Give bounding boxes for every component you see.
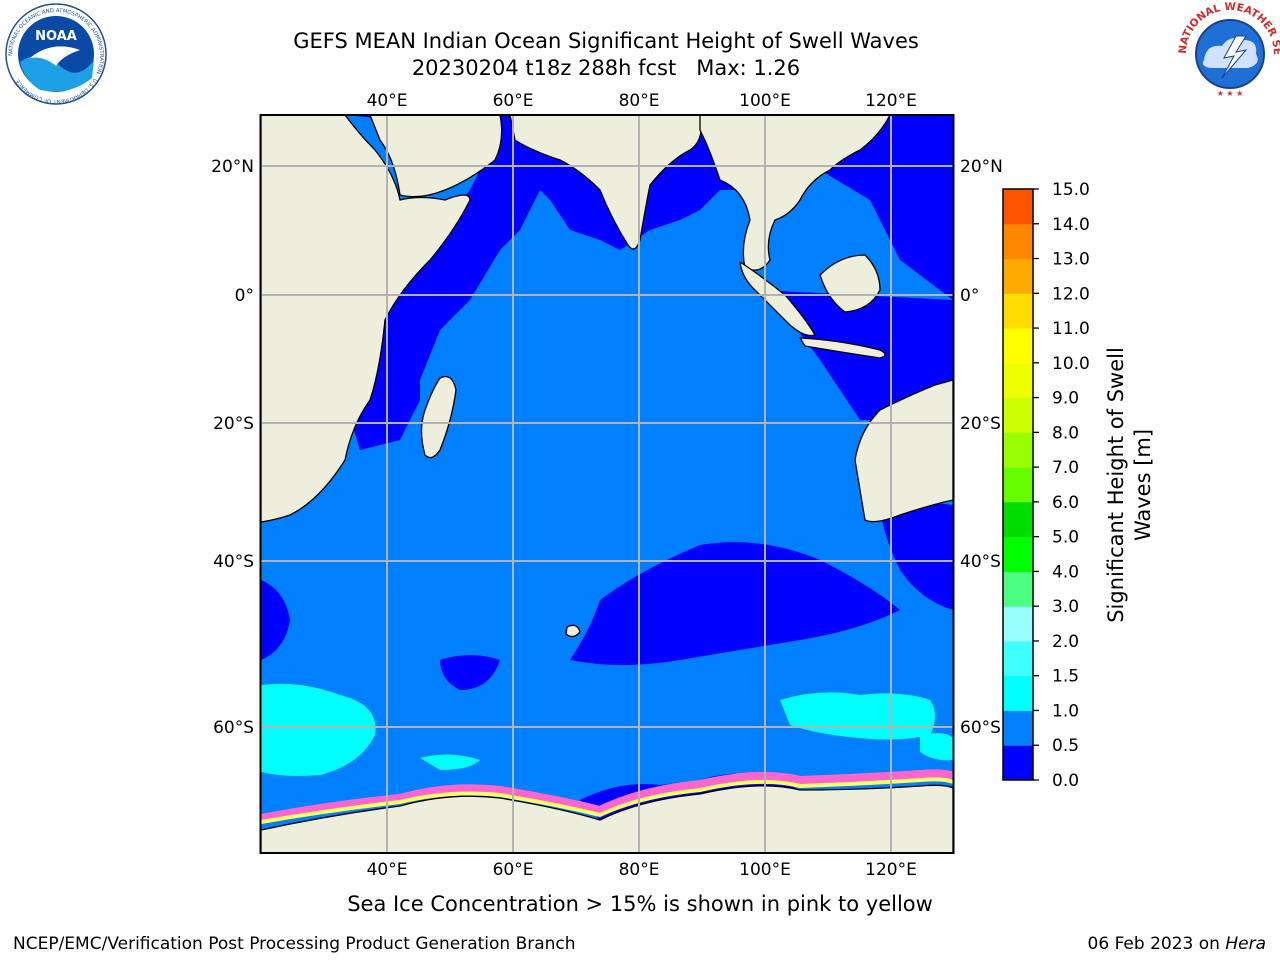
colorbar-swatch xyxy=(1003,710,1033,746)
land-arabia xyxy=(369,115,503,198)
colorbar-swatch xyxy=(1003,640,1033,677)
colorbar-swatch xyxy=(1003,397,1033,433)
map-title: GEFS MEAN Indian Ocean Significant Heigh… xyxy=(293,29,919,53)
colorbar-tick-label: 10.0 xyxy=(1052,354,1090,374)
land-java xyxy=(798,337,886,359)
colorbar-tick-label: 13.0 xyxy=(1052,250,1090,270)
map-area xyxy=(259,114,955,854)
lat-ticks-right: 20°N 0° 20°S 40°S 60°S xyxy=(960,157,1003,738)
land-antarctica xyxy=(261,784,953,853)
colorbar-swatch xyxy=(1003,467,1033,503)
land-masses xyxy=(261,115,953,853)
colorbar-swatch xyxy=(1003,293,1033,329)
colorbar-swatch xyxy=(1003,189,1033,225)
footer-date-text: 06 Feb 2023 on xyxy=(1088,934,1226,954)
tick-label: 60°S xyxy=(213,718,254,738)
lon-ticks-bottom: 40°E 60°E 80°E 100°E 120°E xyxy=(367,860,917,880)
colorbar-tick-label: 14.0 xyxy=(1052,215,1090,235)
land-madagascar xyxy=(420,375,457,459)
lon-ticks-top: 40°E 60°E 80°E 100°E 120°E xyxy=(367,91,917,111)
tick-label: 60°S xyxy=(960,718,1001,738)
sea-ice-note: Sea Ice Concentration > 15% is shown in … xyxy=(347,892,933,916)
colorbar-tick-label: 2.0 xyxy=(1052,632,1079,652)
tick-label: 80°E xyxy=(619,860,660,880)
colorbar-tick-label: 12.0 xyxy=(1052,284,1090,304)
footer-host: Hera xyxy=(1225,934,1266,954)
noaa-logo-text: NOAA xyxy=(35,29,77,44)
colorbar-tick-label: 5.0 xyxy=(1052,528,1079,548)
map-subtitle: 20230204 t18z 288h fcst Max: 1.26 xyxy=(412,56,800,80)
colorbar-tick-label: 8.0 xyxy=(1052,423,1079,443)
tick-label: 120°E xyxy=(865,91,917,111)
land-kerguelen xyxy=(565,624,581,638)
colorbar-tick-label: 4.0 xyxy=(1052,562,1079,582)
colorbar-tick-label: 7.0 xyxy=(1052,458,1079,478)
colorbar-tick-label: 9.0 xyxy=(1052,389,1079,409)
tick-label: 60°E xyxy=(493,860,534,880)
tick-label: 60°E xyxy=(493,91,534,111)
colorbar-label-line1: Significant Height of Swell xyxy=(1104,347,1128,623)
colorbar-frame xyxy=(1002,188,1034,781)
tick-label: 20°S xyxy=(960,414,1001,434)
tick-label: 20°N xyxy=(960,157,1003,177)
tick-label: 100°E xyxy=(739,91,791,111)
colorbar-swatch xyxy=(1003,432,1033,468)
colorbar-swatch xyxy=(1003,571,1033,607)
colorbar: 0.0 0.5 1.0 1.5 2.0 3.0 4.0 5.0 6.0 7.0 8.0 9.0 10.0… xyxy=(1002,180,1155,791)
tick-label: 40°E xyxy=(367,91,408,111)
tick-label: 0° xyxy=(960,286,979,306)
colorbar-swatches xyxy=(1003,189,1033,781)
colorbar-tick-label: 6.0 xyxy=(1052,493,1079,513)
land-borneo xyxy=(819,254,881,313)
colorbar-swatch xyxy=(1003,606,1033,642)
tick-label: 20°S xyxy=(213,414,254,434)
map-frame xyxy=(259,114,955,854)
tick-label: 20°N xyxy=(211,157,254,177)
tick-label: 40°S xyxy=(960,552,1001,572)
colorbar-tick-label: 3.0 xyxy=(1052,597,1079,617)
tick-label: 80°E xyxy=(619,91,660,111)
colorbar-swatch xyxy=(1003,362,1033,399)
colorbar-tick-label: 1.5 xyxy=(1052,667,1079,687)
tick-label: 120°E xyxy=(865,860,917,880)
colorbar-ticks: 0.0 0.5 1.0 1.5 2.0 3.0 4.0 5.0 6.0 7.0 8.0 9.0 10.0… xyxy=(1033,180,1090,791)
tick-label: 40°S xyxy=(213,552,254,572)
colorbar-swatch xyxy=(1003,536,1033,572)
footer-date: 06 Feb 2023 on Hera xyxy=(1088,934,1266,954)
land-se-asia xyxy=(699,115,891,271)
colorbar-swatch xyxy=(1003,745,1033,781)
land-india xyxy=(509,115,702,250)
colorbar-tick-label: 1.0 xyxy=(1052,701,1079,721)
grid-lines xyxy=(261,115,953,853)
footer-credit: NCEP/EMC/Verification Post Processing Pr… xyxy=(13,934,576,954)
colorbar-tick-label: 0.0 xyxy=(1052,771,1079,791)
svg-text:★ ★ ★: ★ ★ ★ xyxy=(1217,89,1244,98)
tick-label: 100°E xyxy=(739,860,791,880)
colorbar-swatch xyxy=(1003,328,1033,364)
lat-ticks-left: 20°N 0° 20°S 40°S 60°S xyxy=(211,157,254,738)
colorbar-tick-label: 0.5 xyxy=(1052,736,1079,756)
colorbar-label-line2: Waves [m] xyxy=(1131,429,1155,541)
colorbar-tick-label: 15.0 xyxy=(1052,180,1090,200)
low-swell-regions xyxy=(261,115,953,822)
tick-label: 40°E xyxy=(367,860,408,880)
colorbar-swatch xyxy=(1003,258,1033,294)
sea-ice-edge xyxy=(261,769,953,824)
colorbar-tick-label: 11.0 xyxy=(1052,319,1090,339)
colorbar-swatch xyxy=(1003,223,1033,260)
land-sumatra xyxy=(739,260,816,337)
colorbar-swatch xyxy=(1003,675,1033,711)
colorbar-swatch xyxy=(1003,501,1033,538)
land-australia xyxy=(854,379,953,523)
noaa-logo: NOAA NATIONAL OCEANIC AND ATMOSPHERIC AD… xyxy=(5,3,107,105)
tick-label: 0° xyxy=(235,286,254,306)
land-africa xyxy=(261,115,471,523)
